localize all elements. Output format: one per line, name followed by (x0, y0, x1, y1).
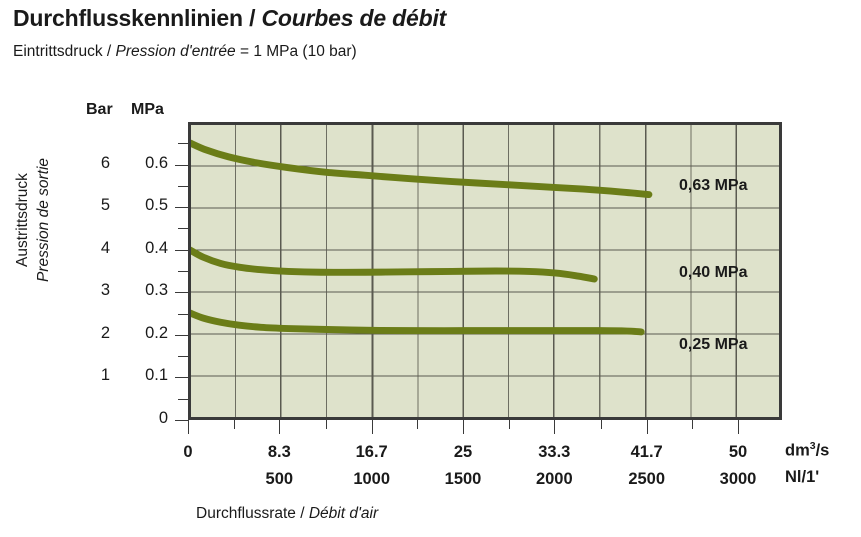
y-tick-label-bar: 2 (100, 323, 110, 342)
y-tick-label-mpa: 0.5 (145, 196, 168, 215)
y-tick-label-bar: 4 (100, 238, 110, 257)
y-axis-title: Austrittsdruck Pression de sortie (12, 90, 56, 350)
title-de: Durchflusskennlinien (13, 5, 243, 31)
title-fr: Courbes de débit (261, 5, 447, 31)
y-tick-label-mpa: 0 (158, 409, 168, 427)
curve-label-2: 0,40 MPa (679, 264, 748, 281)
y-tick-major (175, 420, 188, 421)
x-tick-minor (508, 420, 510, 429)
x-tick-label-secondary: 1000 (353, 470, 391, 488)
x-tick-label-primary: 50 (728, 443, 748, 461)
y-tick-label-mpa: 0.6 (145, 153, 168, 172)
x-tick-minor (692, 420, 694, 429)
x-tick-label-primary: 33.3 (538, 443, 571, 461)
x-tick-label-primary: 41.7 (630, 443, 663, 461)
y-tick-label-bar: 1 (100, 366, 110, 385)
y-tick-label-mpa: 0.4 (145, 238, 168, 257)
x-unit-suffix: /s (815, 441, 830, 460)
y-tick-minor (178, 143, 188, 145)
y-tick-minor (178, 228, 188, 230)
title-separator: / (242, 5, 262, 31)
curve-label-3: 0,25 MPa (679, 336, 748, 353)
x-tick-major (646, 420, 648, 434)
x-unit-prefix: dm (785, 441, 810, 460)
y-axis-title-de: Austrittsdruck (14, 173, 31, 267)
x-tick-major (188, 420, 189, 434)
x-tick-label-secondary: 1500 (444, 470, 482, 488)
y-tick-label-bar: 6 (100, 153, 110, 172)
y-tick-label-mpa: 0.1 (145, 366, 168, 385)
x-unit-exponent: 3 (809, 440, 816, 452)
x-tick-label-secondary: 2500 (628, 470, 666, 488)
y-tick-minor (178, 185, 188, 187)
x-axis-unit-secondary: Nl/1' (785, 468, 820, 486)
x-axis-title-separator: / (295, 505, 309, 522)
x-tick-minor (600, 420, 602, 429)
y-tick-label-bar: 5 (100, 196, 110, 215)
y-tick-label-mpa: 0.3 (145, 281, 168, 300)
subtitle-de: Eintrittsdruck (13, 43, 103, 60)
x-tick-major (463, 420, 464, 434)
curve-label-1: 0,63 MPa (679, 177, 748, 194)
x-tick-label-secondary: 3000 (719, 470, 757, 488)
x-axis-title: Durchflussrate / Débit d'air (196, 505, 378, 523)
subtitle-separator: / (102, 43, 116, 60)
x-tick-major (279, 420, 281, 434)
y-axis-unit-mpa-header: MPa (131, 101, 164, 118)
x-tick-minor (417, 420, 419, 429)
y-tick-major (175, 249, 188, 251)
x-tick-label-primary: 16.7 (355, 443, 388, 461)
x-tick-label-primary: 0 (183, 443, 193, 461)
curve-2 (190, 246, 598, 283)
x-tick-major (371, 420, 373, 434)
page-title: Durchflusskennlinien / Courbes de débit (13, 5, 446, 32)
x-tick-label-secondary: 2000 (535, 470, 573, 488)
y-tick-minor (178, 313, 188, 315)
plot-svg (190, 124, 780, 418)
y-tick-major (175, 377, 188, 379)
y-tick-major (175, 292, 188, 294)
y-tick-major (175, 334, 188, 336)
x-axis-title-fr: Débit d'air (308, 505, 379, 522)
x-tick-major (738, 420, 739, 434)
y-tick-minor (178, 398, 188, 400)
x-tick-label-primary: 8.3 (267, 443, 291, 461)
y-tick-label-mpa: 0.2 (145, 323, 168, 342)
x-tick-minor (325, 420, 327, 429)
y-tick-label-bar: 3 (100, 281, 110, 300)
curve-1 (190, 139, 653, 199)
x-tick-major (554, 420, 556, 434)
x-axis-unit-primary: dm3/s (785, 440, 829, 461)
plot-area (188, 122, 782, 420)
x-tick-label-secondary: 500 (265, 470, 294, 488)
y-tick-major (175, 207, 188, 209)
y-tick-major (175, 164, 188, 166)
x-tick-minor (233, 420, 235, 429)
y-axis-title-fr: Pression de sortie (35, 157, 52, 283)
plot-border (190, 124, 780, 418)
x-axis-title-de: Durchflussrate (196, 505, 296, 522)
y-tick-minor (178, 356, 188, 358)
y-axis-unit-bar-header: Bar (86, 101, 113, 118)
y-tick-minor (178, 271, 188, 272)
subtitle-value: = 1 MPa (10 bar) (235, 43, 357, 60)
curve-3 (190, 309, 645, 336)
x-tick-label-primary: 25 (453, 443, 473, 461)
page-subtitle: Eintrittsdruck / Pression d'entrée = 1 M… (13, 43, 357, 61)
subtitle-fr: Pression d'entrée (115, 43, 236, 60)
